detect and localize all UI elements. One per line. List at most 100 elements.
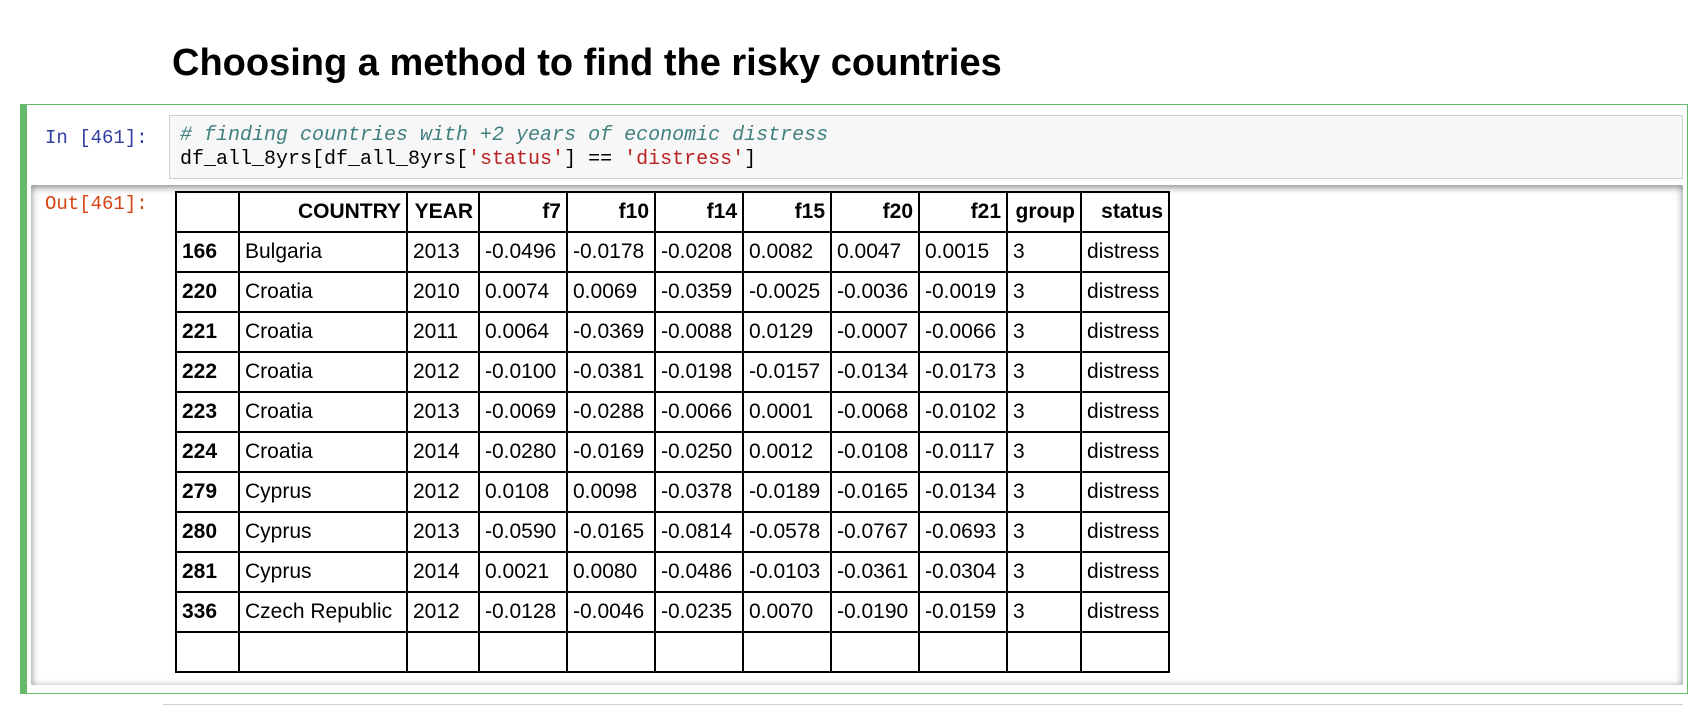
table-cell: 2013 xyxy=(406,511,480,553)
table-cell: Croatia xyxy=(238,351,408,393)
heading: Choosing a method to find the risky coun… xyxy=(172,42,1002,84)
table-cell: 0.0080 xyxy=(566,551,656,593)
table-cell xyxy=(654,631,744,673)
code-token: ] == xyxy=(564,148,625,171)
table-cell: Croatia xyxy=(238,311,408,353)
table-cell: -0.0134 xyxy=(918,471,1008,513)
header-row: COUNTRY YEAR f7 f10 f14 f15 f20 f21 group status xyxy=(175,191,1170,233)
table-cell: -0.0178 xyxy=(566,231,656,273)
code-line: df_all_8yrs[df_all_8yrs['status'] == 'di… xyxy=(180,148,1672,172)
table-cell: -0.0007 xyxy=(830,311,920,353)
table-cell: 0.0129 xyxy=(742,311,832,353)
table-cell: 3 xyxy=(1006,591,1082,633)
row-index: 221 xyxy=(175,311,240,353)
table-cell: Cyprus xyxy=(238,551,408,593)
table-cell: Cyprus xyxy=(238,511,408,553)
table-cell: -0.0767 xyxy=(830,511,920,553)
table-cell: 2010 xyxy=(406,271,480,313)
table-cell: -0.0088 xyxy=(654,311,744,353)
table-cell: -0.0693 xyxy=(918,511,1008,553)
table-cell xyxy=(478,631,568,673)
table-cell: 2012 xyxy=(406,471,480,513)
table-cell: 3 xyxy=(1006,471,1082,513)
table-cell: 0.0098 xyxy=(566,471,656,513)
table-cell: -0.0117 xyxy=(918,431,1008,473)
table-row: 280 Cyprus 2013 -0.0590 -0.0165 -0.0814 -0.057… xyxy=(175,511,1170,553)
table-cell: 2014 xyxy=(406,551,480,593)
table-cell: distress xyxy=(1080,551,1170,593)
table-cell xyxy=(1080,631,1170,673)
table-row: 223 Croatia 2013 -0.0069 -0.0288 -0.0066 0.000… xyxy=(175,391,1170,433)
table-cell xyxy=(742,631,832,673)
table-cell xyxy=(175,631,240,673)
table-cell: 3 xyxy=(1006,231,1082,273)
table-cell: distress xyxy=(1080,391,1170,433)
table-cell xyxy=(1006,631,1082,673)
column-header: f20 xyxy=(830,191,920,233)
table-cell: -0.0066 xyxy=(918,311,1008,353)
column-header: f7 xyxy=(478,191,568,233)
table-cell: -0.0019 xyxy=(918,271,1008,313)
table-cell: 3 xyxy=(1006,391,1082,433)
column-header: f21 xyxy=(918,191,1008,233)
dataframe: COUNTRY YEAR f7 f10 f14 f15 f20 f21 group status … xyxy=(175,191,1170,673)
table-cell: 2011 xyxy=(406,311,480,353)
row-index: 281 xyxy=(175,551,240,593)
table-cell: 0.0064 xyxy=(478,311,568,353)
table-row: 336 Czech Republic 2012 -0.0128 -0.0046 -0.02… xyxy=(175,591,1170,633)
input-prompt: In [461]: xyxy=(45,127,148,149)
index-header xyxy=(175,191,240,233)
table-cell: distress xyxy=(1080,351,1170,393)
table-cell: -0.0190 xyxy=(830,591,920,633)
table-cell: -0.0288 xyxy=(566,391,656,433)
table-row: 224 Croatia 2014 -0.0280 -0.0169 -0.0250 0.001… xyxy=(175,431,1170,473)
table-cell: -0.0036 xyxy=(830,271,920,313)
table-cell: -0.0165 xyxy=(830,471,920,513)
notebook-cell[interactable]: In [461]: # finding countries with +2 ye… xyxy=(20,104,1688,694)
table-cell: -0.0590 xyxy=(478,511,568,553)
table-cell xyxy=(238,631,408,673)
column-header: YEAR xyxy=(406,191,480,233)
table-cell: -0.0250 xyxy=(654,431,744,473)
table-cell: -0.0814 xyxy=(654,511,744,553)
table-cell: -0.0361 xyxy=(830,551,920,593)
table-cell: distress xyxy=(1080,511,1170,553)
code-input[interactable]: # finding countries with +2 years of eco… xyxy=(169,115,1683,179)
table-cell: Croatia xyxy=(238,271,408,313)
table-cell: 0.0001 xyxy=(742,391,832,433)
table-cell: -0.0165 xyxy=(566,511,656,553)
column-header: group xyxy=(1006,191,1082,233)
output-area: COUNTRY YEAR f7 f10 f14 f15 f20 f21 group status … xyxy=(31,185,1683,685)
table-cell: -0.0134 xyxy=(830,351,920,393)
table-cell: Croatia xyxy=(238,431,408,473)
row-index: 220 xyxy=(175,271,240,313)
next-cell xyxy=(163,704,1683,705)
table-row: 222 Croatia 2012 -0.0100 -0.0381 -0.0198 -0.01… xyxy=(175,351,1170,393)
table-cell xyxy=(830,631,920,673)
table-cell: -0.0159 xyxy=(918,591,1008,633)
table-cell: -0.0359 xyxy=(654,271,744,313)
table-cell: 3 xyxy=(1006,351,1082,393)
code-comment: # finding countries with +2 years of eco… xyxy=(180,124,829,147)
table-cell: 0.0082 xyxy=(742,231,832,273)
column-header: f15 xyxy=(742,191,832,233)
row-index: 222 xyxy=(175,351,240,393)
table-cell: -0.0280 xyxy=(478,431,568,473)
row-index: 224 xyxy=(175,431,240,473)
row-index: 280 xyxy=(175,511,240,553)
table-row: 279 Cyprus 2012 0.0108 0.0098 -0.0378 -0.0189-… xyxy=(175,471,1170,513)
row-index: 279 xyxy=(175,471,240,513)
table-cell: -0.0157 xyxy=(742,351,832,393)
table-cell: -0.0025 xyxy=(742,271,832,313)
table-cell: -0.0069 xyxy=(478,391,568,433)
table-cell: -0.0486 xyxy=(654,551,744,593)
output-prompt: Out[461]: xyxy=(45,193,148,215)
table-cell: -0.0198 xyxy=(654,351,744,393)
table-cell: -0.0578 xyxy=(742,511,832,553)
table-cell: -0.0068 xyxy=(830,391,920,433)
table-cell: distress xyxy=(1080,271,1170,313)
table-cell: 0.0021 xyxy=(478,551,568,593)
table-cell: -0.0189 xyxy=(742,471,832,513)
table-cell: 3 xyxy=(1006,511,1082,553)
row-index: 336 xyxy=(175,591,240,633)
